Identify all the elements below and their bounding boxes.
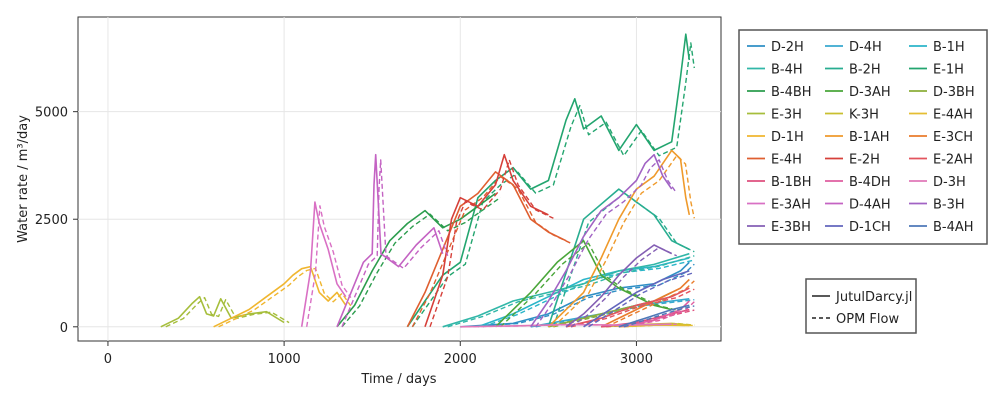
legend-label: D-4AH <box>849 198 891 213</box>
legend-label: E-2AH <box>933 153 973 168</box>
series-line-dashed <box>306 205 352 327</box>
legend-label: B-4DH <box>849 175 891 190</box>
series-line-solid <box>530 153 673 328</box>
legend-label: B-4AH <box>933 220 974 235</box>
data-lines <box>160 33 695 328</box>
series-line-solid <box>406 33 691 328</box>
series-line-dashed <box>447 255 695 328</box>
legend-label: E-3CH <box>933 130 973 145</box>
gridlines <box>78 17 721 341</box>
legend-label: E-4H <box>771 153 802 168</box>
legend-label: E-1H <box>933 63 964 78</box>
y-tick-label: 0 <box>60 321 68 336</box>
legend-label: B-1AH <box>849 130 890 145</box>
style-legend: JutulDarcy.jl OPM Flow <box>805 278 917 334</box>
series-line-dashed <box>623 301 695 328</box>
series-line-dashed <box>429 159 554 328</box>
series-line-solid <box>565 244 673 328</box>
style-legend-label: JutulDarcy.jl <box>835 290 912 305</box>
legend-label: E-3BH <box>771 220 811 235</box>
series-line-solid <box>547 149 691 328</box>
legend-label: B-1H <box>933 40 965 55</box>
legend-label: D-1H <box>771 130 804 145</box>
y-tick-label: 5000 <box>35 106 68 121</box>
series-line-dashed <box>411 42 695 328</box>
series-line-dashed <box>570 288 695 328</box>
legend-label: D-1CH <box>849 220 891 235</box>
plot-area <box>77 16 722 342</box>
y-axis-title: Water rate / m³/day <box>16 115 31 243</box>
legend-label: D-4H <box>849 40 882 55</box>
legend: D-2H D-4H B-1H B-4H B-2H E-1H B-4BH D-3AH D-3BH E… <box>738 29 988 245</box>
x-axis-title: Time / days <box>360 372 436 387</box>
legend-label: E-4AH <box>933 108 973 123</box>
series-line-solid <box>618 304 690 328</box>
legend-label: B-2H <box>849 63 881 78</box>
legend-label: D-3AH <box>849 85 891 100</box>
axis-ticks: 0 1000 2000 3000 0 2500 5000 <box>35 106 653 367</box>
legend-box <box>738 29 988 245</box>
y-tick-label: 2500 <box>35 213 68 228</box>
series-line-solid <box>336 153 444 328</box>
series-line-solid <box>424 153 549 328</box>
legend-label: K-3H <box>849 108 879 123</box>
series-line-dashed <box>552 155 695 328</box>
series-line-dashed <box>465 323 677 328</box>
legend-label: E-2H <box>849 153 880 168</box>
style-legend-label: OPM Flow <box>836 312 899 327</box>
series-line-solid <box>583 270 690 328</box>
legend-label: B-4BH <box>771 85 812 100</box>
legend-label: D-2H <box>771 40 804 55</box>
legend-label: E-3H <box>771 108 802 123</box>
style-legend-box <box>805 278 917 334</box>
series-line-solid <box>565 287 690 328</box>
legend-label: D-3BH <box>933 85 975 100</box>
legend-label: B-4H <box>771 63 803 78</box>
series-line-dashed <box>570 246 677 328</box>
legend-label: B-1BH <box>771 175 812 190</box>
legend-label: D-3H <box>933 175 966 190</box>
series-line-dashed <box>588 271 695 328</box>
series-line-dashed <box>218 267 352 328</box>
x-tick-label: 1000 <box>268 352 301 367</box>
series-line-dashed <box>535 159 678 328</box>
series-line-dashed <box>465 263 695 328</box>
series-line-dashed <box>341 159 449 328</box>
series-line-dashed <box>165 296 290 328</box>
x-tick-label: 0 <box>104 352 112 367</box>
series-line-solid <box>336 192 496 328</box>
series-line-solid <box>618 300 690 328</box>
series-line-dashed <box>411 175 572 328</box>
series-line-solid <box>460 261 690 328</box>
legend-label: E-3AH <box>771 198 811 213</box>
x-tick-label: 3000 <box>620 352 653 367</box>
legend-label: B-3H <box>933 198 965 213</box>
series-line-dashed <box>623 305 695 328</box>
series-line-solid <box>160 295 285 328</box>
series-line-dashed <box>552 192 695 328</box>
x-tick-label: 2000 <box>444 352 477 367</box>
series-line-solid <box>213 265 347 328</box>
